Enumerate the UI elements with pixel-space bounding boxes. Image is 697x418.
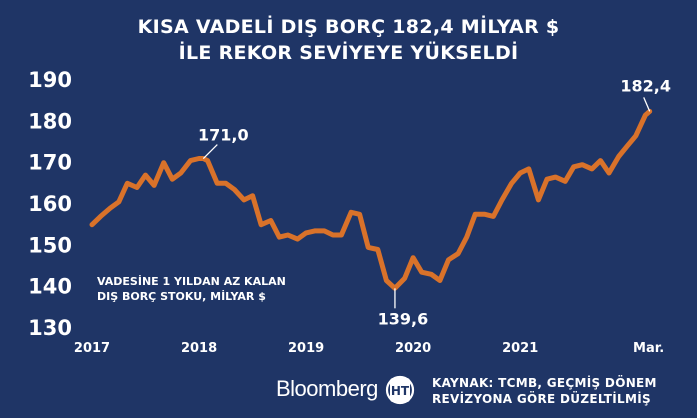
- series-line: [89, 108, 653, 291]
- annotation-leader: [643, 97, 651, 112]
- ht-logo-icon: HT: [385, 375, 415, 405]
- y-tick-label: 180: [28, 109, 72, 133]
- y-axis-ticks: 190 180 170 160 150 140 130: [28, 68, 72, 340]
- series-layer: [89, 108, 653, 291]
- series-description-line: VADESİNE 1 YILDAN AZ KALAN: [97, 274, 286, 288]
- chart-title: KISA VADELİ DIŞ BORÇ 182,4 MİLYAR $ İLE …: [0, 14, 697, 66]
- y-tick-label: 190: [28, 68, 72, 92]
- chart-title-line-1: KISA VADELİ DIŞ BORÇ 182,4 MİLYAR $: [137, 16, 560, 38]
- series-description-line: DIŞ BORÇ STOKU, MİLYAR $: [97, 289, 266, 303]
- ht-logo-text: HT: [391, 384, 410, 398]
- x-tick-label: 2019: [288, 341, 324, 356]
- y-tick-label: 170: [28, 151, 72, 175]
- source-line-2: REVİZYONA GÖRE DÜZELTİLMİŞ: [432, 392, 651, 406]
- x-tick-label: 2021: [502, 341, 538, 356]
- annotation-label: 171,0: [198, 126, 249, 145]
- annotation-label: 139,6: [378, 309, 429, 328]
- annotation-leader: [202, 144, 218, 159]
- bloomberg-logo: Bloomberg: [276, 376, 378, 401]
- y-tick-label: 150: [28, 233, 72, 257]
- x-tick-label: Mar.: [633, 341, 664, 356]
- x-tick-label: 2020: [395, 341, 431, 356]
- source-note: KAYNAK: TCMB, GEÇMİŞ DÖNEM REVİZYONA GÖR…: [432, 375, 657, 407]
- y-tick-label: 160: [28, 192, 72, 216]
- x-tick-label: 2018: [181, 341, 217, 356]
- annotations: 171,0 139,6 182,4: [198, 76, 671, 328]
- x-tick-label: 2017: [74, 341, 110, 356]
- x-axis-ticks: 2017 2018 2019 2020 2021 Mar.: [74, 341, 664, 356]
- y-tick-label: 130: [28, 316, 72, 340]
- annotation-label: 182,4: [620, 76, 671, 95]
- source-line-1: KAYNAK: TCMB, GEÇMİŞ DÖNEM: [432, 376, 657, 390]
- chart-title-line-2: İLE REKOR SEVİYEYE YÜKSELDİ: [178, 42, 519, 64]
- y-tick-label: 140: [28, 275, 72, 299]
